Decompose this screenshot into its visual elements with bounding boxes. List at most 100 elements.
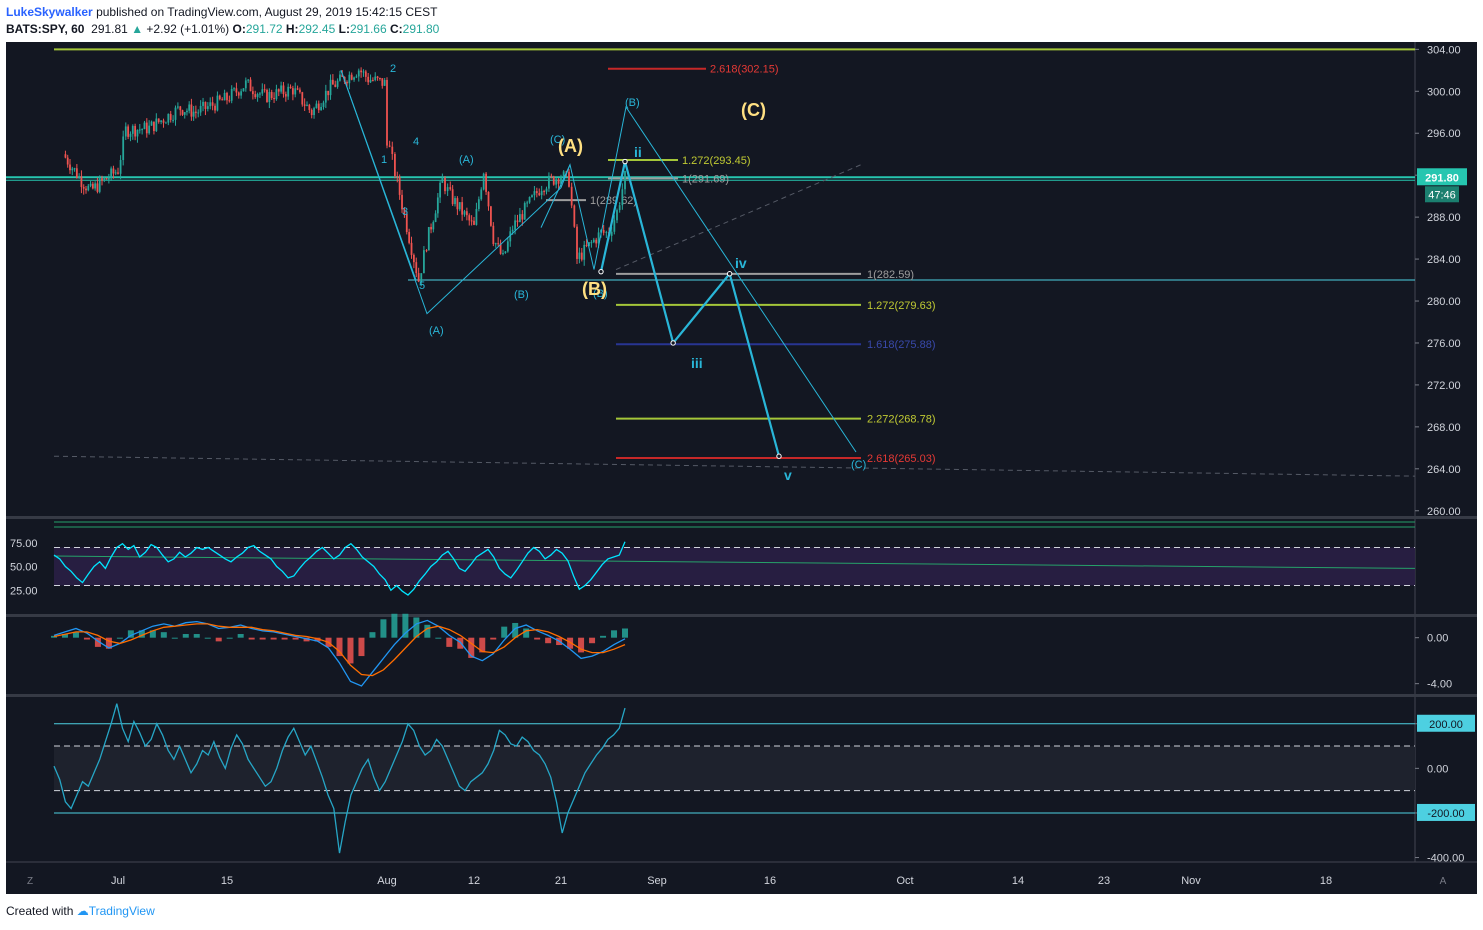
candle-body (199, 105, 202, 113)
candle-body (249, 79, 252, 92)
time-tick-label: 14 (1012, 875, 1024, 887)
candle-body (494, 243, 497, 245)
open-value: 291.72 (245, 22, 283, 36)
price-pane[interactable]: 2.618(302.15) 1.272(293.45) 1(291.69) 1(289… (6, 48, 1416, 483)
candle-body (336, 80, 339, 87)
candle-body (548, 175, 550, 189)
candle-body (492, 225, 495, 245)
candle-body (329, 79, 332, 96)
projection-label: ii (634, 144, 642, 160)
candle-body (263, 89, 266, 91)
cci-line (53, 703, 626, 854)
candle-body (430, 227, 432, 230)
wave-label: 5 (419, 280, 425, 292)
rsi-pane[interactable]: 75.00 50.00 25.00 (10, 521, 1416, 597)
wave-label: 4 (413, 136, 419, 148)
candle-body (114, 172, 117, 174)
candle-body (504, 251, 507, 254)
candle-body (174, 107, 177, 120)
price-tick-label: 280.00 (1427, 296, 1461, 308)
trendline-dashed (53, 455, 1416, 477)
macd-histogram-bar (72, 632, 79, 638)
macd-histogram-bar (490, 637, 497, 640)
macd-histogram-bar (281, 637, 288, 640)
projection-point (776, 453, 782, 459)
cci-level-badge-text: -200.00 (1427, 808, 1464, 820)
wave-label-major: (C) (741, 100, 766, 120)
macd-histogram-bar (512, 622, 519, 638)
macd-histogram-bar (61, 634, 68, 638)
candle-body (540, 191, 543, 196)
candle-body (398, 176, 401, 195)
macd-histogram-bar (358, 637, 365, 657)
candle-body (261, 89, 264, 94)
macd-histogram-bar (600, 635, 607, 638)
open-label: O: (232, 22, 246, 36)
candle-body (543, 191, 545, 193)
candle-body (600, 230, 602, 233)
candle-body (299, 89, 301, 93)
candle-body (383, 79, 386, 86)
candle-body (308, 104, 311, 110)
candle-body (131, 125, 134, 134)
candle-body (186, 110, 188, 113)
cci-pane[interactable] (53, 703, 1415, 854)
candle-body (578, 252, 581, 259)
candle-body (369, 79, 372, 83)
candle-body (148, 125, 151, 134)
candle-body (218, 95, 221, 100)
chart-svg[interactable]: 2.618(302.15) 1.272(293.45) 1(291.69) 1(289… (6, 42, 1477, 894)
candle-body (454, 198, 456, 205)
candle-body (444, 177, 446, 192)
candle-body (320, 106, 323, 111)
rsi-trendline (53, 555, 1416, 569)
macd-histogram-bar (182, 634, 189, 638)
macd-histogram-bar (347, 637, 354, 664)
candle-body (134, 125, 137, 137)
macd-histogram-bar (292, 637, 299, 640)
candle-body (310, 109, 313, 116)
tradingview-logo-icon[interactable]: ☁ (76, 904, 89, 918)
candle-body (98, 178, 101, 192)
candle-body (348, 74, 351, 84)
candle-body (376, 76, 379, 78)
candle-body (317, 103, 320, 111)
countdown-badge (1425, 186, 1459, 203)
candle-body (545, 188, 548, 192)
wave-label: 1 (381, 154, 387, 166)
wave-label-major: (A) (558, 136, 583, 156)
candle-body (616, 210, 618, 221)
wave-label: (A) (429, 325, 444, 337)
candle-body (490, 206, 492, 226)
candle-body (167, 113, 170, 123)
candle-body (341, 74, 344, 77)
candle-body (280, 85, 283, 92)
candle-body (557, 179, 560, 184)
candle-body (592, 239, 595, 243)
time-tick-label: 23 (1098, 875, 1110, 887)
low-label: L: (338, 22, 350, 36)
candle-body (251, 91, 254, 95)
time-tick-label: Jul (111, 875, 125, 887)
macd-pane[interactable] (51, 613, 628, 687)
wave-label: (B) (625, 97, 640, 109)
timezone-button: Z (27, 876, 33, 887)
tradingview-link[interactable]: TradingView (88, 904, 155, 918)
candle-body (221, 99, 224, 101)
macd-tick-label: 0.00 (1427, 633, 1448, 645)
candle-body (176, 106, 179, 108)
candle-body (82, 187, 85, 189)
author-link[interactable]: LukeSkywalker (6, 5, 93, 19)
candle-body (153, 121, 155, 132)
projection-point (598, 268, 604, 275)
wave-trendline (593, 105, 857, 453)
macd-histogram-bar (116, 637, 123, 639)
macd-histogram-bar (391, 613, 398, 638)
candle-body (64, 154, 67, 158)
candle-body (346, 81, 348, 84)
candle-body (211, 102, 214, 106)
macd-histogram-bar (545, 637, 552, 644)
chart-area[interactable]: 2.618(302.15) 1.272(293.45) 1(291.69) 1(289… (6, 42, 1477, 894)
candle-body (96, 183, 99, 192)
candle-body (595, 239, 598, 244)
